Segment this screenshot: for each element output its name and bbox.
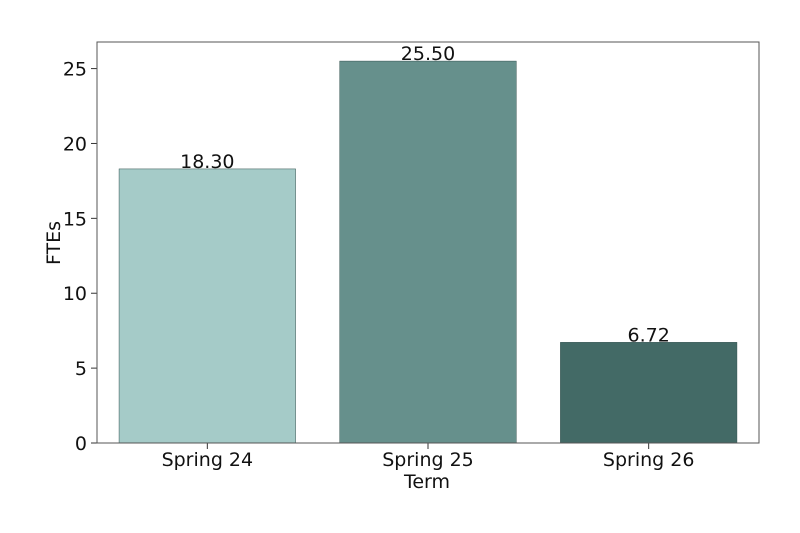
bar bbox=[560, 342, 738, 444]
x-tick-label: Spring 24 bbox=[162, 449, 254, 471]
value-label: 6.72 bbox=[628, 324, 670, 346]
y-tick-label: 10 bbox=[63, 283, 87, 305]
x-tick-label: Spring 25 bbox=[382, 449, 474, 471]
bar bbox=[118, 168, 296, 444]
y-tick-label: 0 bbox=[75, 433, 87, 455]
value-label: 18.30 bbox=[180, 151, 234, 173]
plot-frame bbox=[96, 41, 760, 444]
y-tick-label: 5 bbox=[75, 358, 87, 380]
x-axis-label: Term bbox=[403, 471, 450, 493]
value-label: 25.50 bbox=[401, 43, 455, 65]
y-tick-label: 15 bbox=[63, 208, 87, 230]
y-tick-label: 20 bbox=[63, 133, 87, 155]
bar bbox=[339, 60, 517, 444]
y-axis-label: FTEs bbox=[43, 221, 65, 265]
x-tick-label: Spring 26 bbox=[603, 449, 695, 471]
y-tick-label: 25 bbox=[63, 59, 87, 81]
